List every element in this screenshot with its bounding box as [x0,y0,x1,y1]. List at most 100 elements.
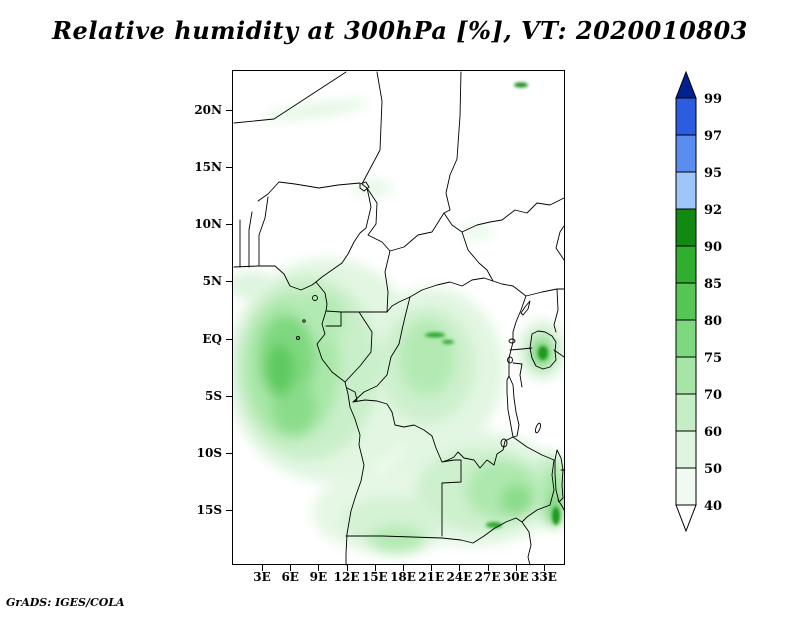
humidity-blob [266,344,294,396]
x-tick-mark [515,565,517,571]
colorbar-cell [675,467,697,506]
humidity-blob [265,100,369,120]
humidity-blob [369,526,425,554]
lake-chad [359,181,370,192]
colorbar-cell [675,245,697,284]
colorbar-cell [675,393,697,432]
humidity-blob [442,340,454,344]
colorbar-label: 95 [704,166,722,181]
x-tick-label: 33E [531,570,557,584]
y-tick-mark [226,452,232,454]
lake-kivu [507,356,513,364]
colorbar-cell [675,134,697,173]
lake-malawi [554,449,564,503]
colorbar-label: 40 [704,499,722,514]
x-tick-label: 27E [474,570,501,584]
grads-credit: GrADS: IGES/COLA [6,596,125,609]
colorbar-cell [675,282,697,321]
y-tick-mark [226,395,232,397]
colorbar-svg: 99 97 95 92 90 85 80 75 70 60 50 40 [675,70,722,533]
humidity-shading-dark [425,82,560,528]
x-tick-mark [487,565,489,571]
y-tick-label: EQ [202,331,222,346]
humidity-blob [552,507,560,525]
x-tick-label: 6E [281,570,299,584]
x-tick-mark [346,565,348,571]
colorbar-arrow-top [675,70,697,99]
x-tick-label: 24E [446,570,473,584]
x-tick-mark [262,565,263,571]
y-tick-label: 20N [194,103,222,117]
bioko-island [312,295,318,301]
humidity-blob [538,346,548,360]
colorbar-label: 70 [704,388,722,403]
y-tick-label: 10N [194,217,222,232]
x-tick-mark [374,565,376,571]
x-tick-mark [459,565,461,571]
colorbar-label: 99 [704,92,722,107]
colorbar-label: 90 [704,240,722,255]
x-tick-label: 30E [502,570,529,584]
colorbar-label: 80 [704,314,722,329]
y-tick-label: 5N [202,274,222,289]
humidity-shading-soft [233,100,564,554]
y-tick-mark [226,338,232,340]
y-tick-label: 15S [196,502,222,517]
plot-title: Relative humidity at 300hPa [%], VT: 202… [52,16,748,45]
y-tick-label: 10S [196,445,222,460]
colorbar-label: 75 [704,351,722,366]
principe-island [302,319,306,323]
y-tick-mark [226,281,232,283]
lake-mweru [500,438,508,448]
borders-south [345,387,565,566]
colorbar-label: 92 [704,203,722,218]
x-tick-label: 3E [253,570,271,584]
lake-rukwa [535,422,541,434]
sao-tome-island [296,336,300,340]
humidity-shading [233,82,564,554]
humidity-blob [352,180,392,196]
humidity-blob [514,82,528,88]
colorbar-cell [675,97,697,136]
map-frame-rect [232,70,565,565]
humidity-blob [399,320,455,396]
africa-map-svg [232,70,565,566]
colorbar-label: 50 [704,462,722,477]
colorbar-cell [675,356,697,395]
x-tick-label: 18E [390,570,416,584]
y-tick-label: 15N [194,160,222,175]
colorbar-label: 85 [704,277,722,292]
map-frame [232,70,565,566]
lake-tanganyika [506,375,520,438]
lake-victoria [529,330,557,370]
humidity-blob [461,224,493,240]
humidity-blob [425,332,445,338]
x-tick-label: 9E [309,570,328,584]
y-tick-mark [226,509,232,511]
borders-central [344,197,565,403]
humidity-blob [501,484,533,516]
y-tick-mark [226,167,232,169]
x-tick-mark [290,565,292,571]
colorbar: 99 97 95 92 90 85 80 75 70 60 50 40 [674,70,744,550]
colorbar-cell [675,319,697,358]
colorbar-cell [675,171,697,210]
x-tick-mark [318,565,320,571]
x-tick-label: 15E [361,570,388,584]
y-tick-label: 5S [204,388,222,403]
lake-edward [508,338,516,344]
colorbar-cell [675,208,697,247]
coastline [233,265,365,566]
x-tick-label: 21E [418,570,445,584]
x-tick-mark [403,565,404,571]
borders-north [233,71,462,327]
y-tick-mark [226,110,232,111]
colorbar-arrow-bottom [675,504,697,533]
x-tick-mark [544,565,545,571]
colorbar-label: 60 [704,425,722,440]
lake-albert [520,300,531,316]
x-tick-label: 12E [333,570,360,584]
x-tick-mark [431,565,433,571]
y-tick-mark [226,224,232,226]
